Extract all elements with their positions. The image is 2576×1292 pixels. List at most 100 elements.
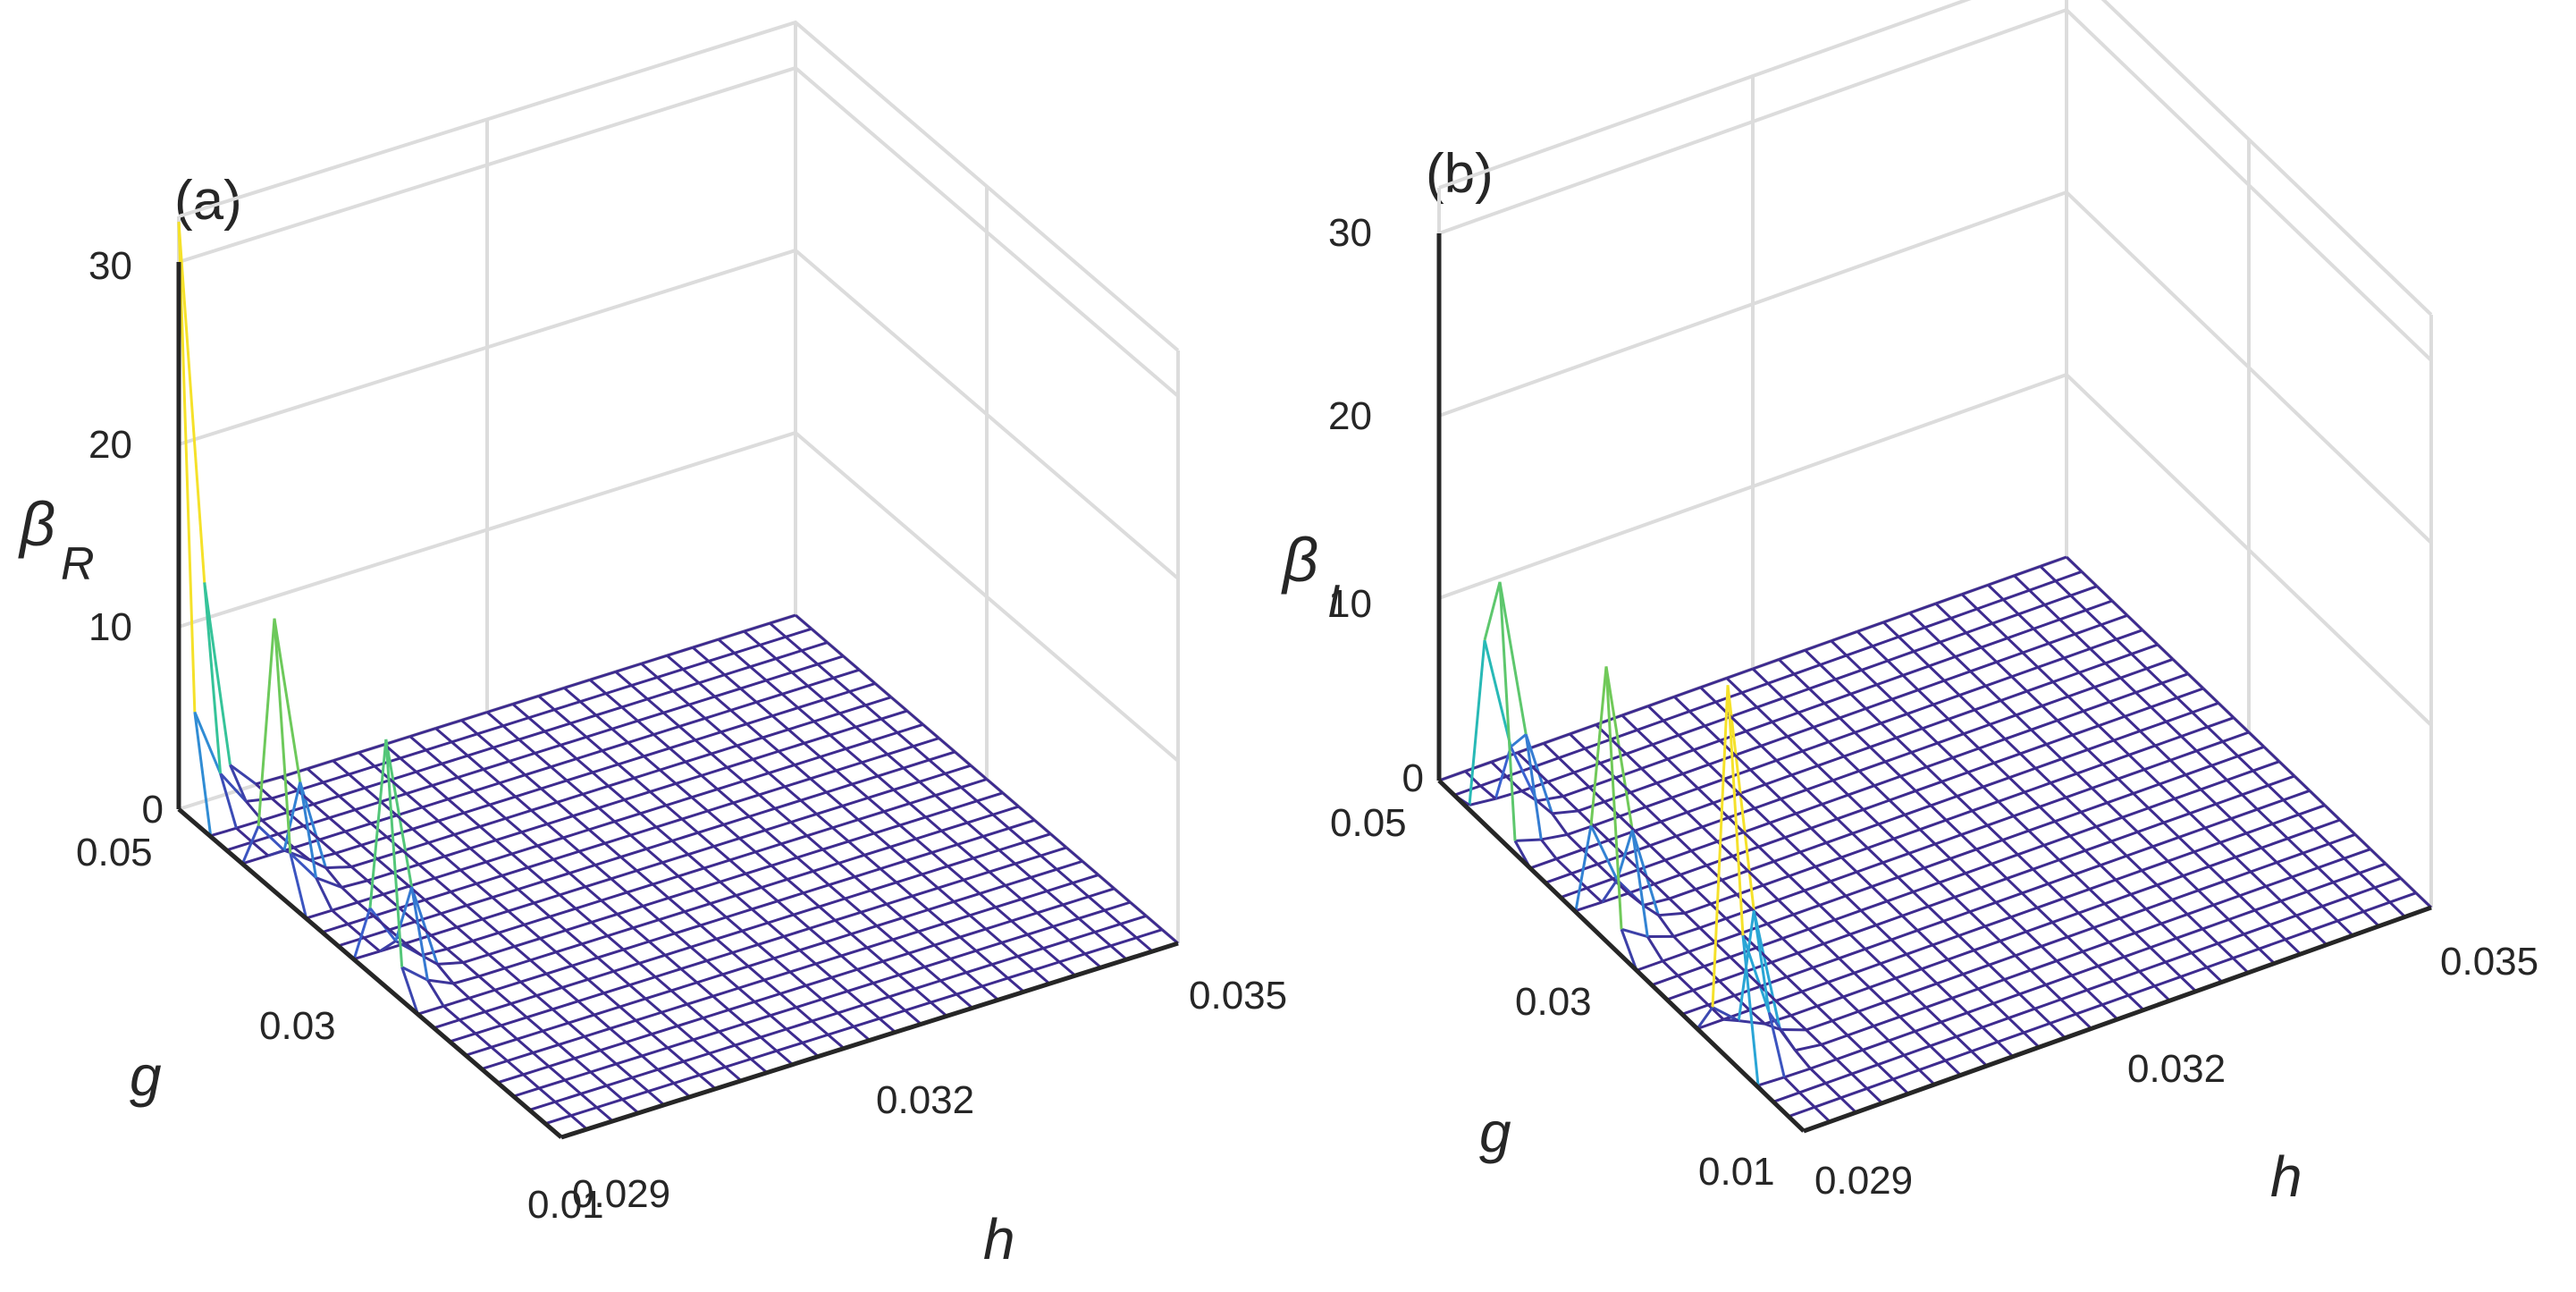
mesh-line — [1814, 1107, 1830, 1121]
mesh-line — [1679, 735, 1694, 749]
mesh-line — [801, 792, 827, 800]
mesh-line — [2045, 605, 2060, 620]
mesh-line — [679, 718, 705, 726]
mesh-line — [759, 795, 775, 808]
mesh-line — [575, 1051, 601, 1059]
mesh-line — [1962, 595, 1977, 609]
mesh-line — [2311, 930, 2327, 944]
mesh-line — [2121, 678, 2136, 692]
mesh-line — [745, 631, 761, 645]
mesh-line — [826, 942, 842, 956]
mesh-line — [467, 906, 483, 919]
mesh-line — [1883, 613, 1909, 622]
z-tick-label: 10 — [1328, 582, 1372, 626]
mesh-line — [1988, 825, 2003, 840]
mesh-line — [585, 879, 611, 887]
mesh-line — [2024, 1033, 2039, 1047]
mesh-line — [1996, 902, 2011, 916]
mesh-line — [1839, 709, 1865, 718]
mesh-line — [2035, 768, 2050, 782]
mesh-line — [845, 899, 861, 912]
mesh-line — [1855, 964, 1881, 973]
mesh-line — [2294, 776, 2310, 790]
mesh-line — [2109, 933, 2135, 942]
mesh-line — [915, 981, 941, 989]
mesh-line — [1002, 942, 1018, 956]
mesh-line — [883, 961, 899, 975]
mesh-line — [1630, 792, 1646, 806]
mesh-line — [955, 752, 971, 765]
mesh-line — [2159, 784, 2175, 798]
mesh-line — [1630, 783, 1656, 792]
mesh-line — [636, 863, 662, 871]
mesh-line — [457, 919, 483, 927]
mesh-line — [735, 645, 761, 653]
mesh-line — [1620, 807, 1646, 816]
mesh-line — [778, 901, 794, 915]
mesh-line — [1576, 902, 1602, 910]
mesh-line — [1922, 969, 1937, 984]
mesh-line — [459, 1012, 485, 1020]
mesh-line — [2151, 697, 2177, 706]
mesh-line — [897, 874, 922, 882]
mesh-line — [578, 1001, 594, 1015]
mesh-line — [818, 664, 834, 678]
mesh-line — [458, 769, 484, 777]
mesh-line — [2185, 765, 2211, 774]
mesh-line — [2220, 833, 2246, 842]
mesh-line — [1942, 781, 1957, 796]
mesh-line — [1559, 758, 1574, 773]
mesh-line — [1796, 1044, 1822, 1050]
mesh-line — [448, 799, 464, 813]
mesh-line — [2234, 718, 2249, 732]
mesh-line — [1926, 1008, 1941, 1022]
mesh-line — [1776, 1001, 1791, 1015]
mesh-line — [1811, 1060, 1837, 1068]
mesh-line — [2007, 869, 2033, 878]
mesh-line — [1923, 729, 1938, 743]
mesh-line — [2105, 894, 2131, 903]
mesh-line — [728, 1009, 745, 1023]
mesh-line — [1907, 954, 1922, 968]
mesh-line — [2086, 610, 2101, 624]
mesh-line — [1832, 1021, 1848, 1035]
mesh-line — [1853, 833, 1868, 848]
mesh-line — [436, 721, 462, 729]
mesh-line — [2008, 638, 2023, 653]
mesh-line — [1837, 1050, 1863, 1059]
mesh-line — [480, 818, 506, 826]
mesh-line — [618, 906, 644, 914]
mesh-line — [910, 804, 926, 817]
mesh-line — [2319, 858, 2344, 867]
mesh-line — [1983, 787, 1999, 801]
mesh-line — [1998, 1033, 2024, 1042]
mesh-line — [1970, 902, 1996, 911]
mesh-line — [1794, 915, 1809, 929]
z-tick-label: 30 — [1328, 211, 1372, 255]
mesh-line — [714, 847, 730, 860]
mesh-line — [1615, 769, 1641, 778]
mesh-line — [916, 831, 942, 839]
mesh-line — [1970, 912, 1985, 926]
mesh-line — [766, 680, 782, 694]
mesh-line — [640, 806, 666, 814]
mesh-line — [526, 767, 551, 775]
mesh-line — [697, 975, 723, 983]
mesh-line — [1548, 773, 1574, 781]
mesh-line — [1986, 686, 2001, 700]
mesh-line — [2026, 932, 2041, 946]
mesh-line — [814, 714, 840, 722]
mesh-line — [1988, 816, 2014, 825]
mesh-line — [669, 748, 686, 762]
mesh-line — [441, 906, 467, 914]
mesh-line — [487, 713, 503, 726]
mesh-line — [2090, 889, 2105, 903]
mesh-line — [982, 978, 1008, 986]
mesh-line — [2079, 904, 2105, 913]
mesh-line — [1661, 813, 1687, 822]
mesh-line — [1863, 1050, 1878, 1064]
mesh-line — [2016, 715, 2032, 730]
mesh-line — [1881, 954, 1907, 963]
mesh-line — [788, 722, 814, 730]
mesh-line — [2057, 951, 2083, 960]
